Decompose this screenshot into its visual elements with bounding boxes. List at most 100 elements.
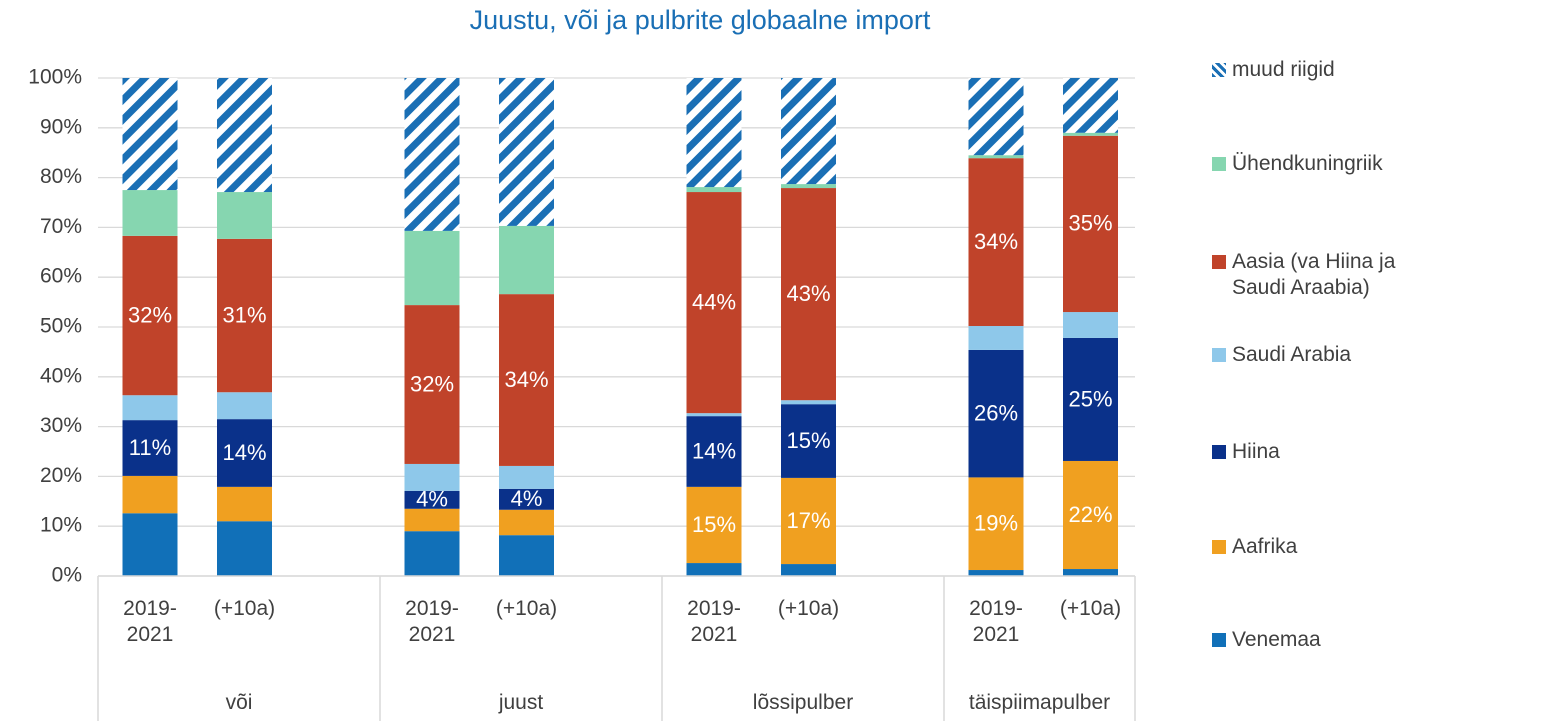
data-label: 15% — [786, 428, 830, 453]
data-label: 14% — [692, 438, 736, 463]
y-tick-label: 10% — [40, 514, 82, 537]
data-label: 34% — [504, 367, 548, 392]
x-tick-label: (+10a) — [1059, 597, 1122, 620]
bar-segment — [781, 400, 836, 405]
bar-segment — [122, 420, 178, 476]
y-tick-label: 60% — [40, 265, 82, 288]
data-label: 31% — [222, 302, 266, 327]
bar-segment — [968, 326, 1024, 350]
legend-item: Aafrika — [1212, 534, 1417, 560]
legend-swatch — [1212, 633, 1226, 647]
legend-item: Venemaa — [1212, 627, 1417, 653]
bar-segment — [404, 490, 460, 509]
x-tick-label: (+10a) — [777, 597, 840, 620]
legend-swatch — [1212, 157, 1226, 171]
bar-segment — [499, 78, 554, 226]
data-label: 32% — [128, 302, 172, 327]
legend-swatch — [1212, 540, 1226, 554]
bar-segment — [968, 349, 1024, 478]
data-label: 25% — [1068, 386, 1112, 411]
legend-swatch — [1212, 255, 1226, 269]
bar-segment — [686, 78, 742, 188]
bar-segment — [499, 488, 554, 510]
x-tick-label: (+10a) — [495, 597, 558, 620]
bar-segment — [217, 392, 272, 420]
legend-swatch — [1212, 445, 1226, 459]
group-label: või — [225, 691, 253, 714]
bar-segment — [499, 535, 554, 576]
x-tick-label: (+10a) — [213, 597, 276, 620]
bar-segment — [1063, 312, 1118, 338]
y-tick-label: 50% — [40, 315, 82, 338]
data-label: 22% — [1068, 502, 1112, 527]
x-tick-label: 2019-2021 — [687, 597, 741, 646]
x-tick-label: 2019-2021 — [969, 597, 1023, 646]
y-tick-label: 80% — [40, 165, 82, 188]
bar-segment — [781, 564, 836, 576]
bar-segment — [404, 305, 460, 464]
bar-segment — [781, 78, 836, 185]
data-label: 34% — [974, 229, 1018, 254]
bar-segment — [122, 395, 178, 421]
x-tick-label: 2019-2021 — [123, 597, 177, 646]
bar-segment — [686, 413, 742, 417]
legend-label: Venemaa — [1232, 628, 1321, 651]
bar-segment — [968, 158, 1024, 327]
y-tick-label: 40% — [40, 364, 82, 387]
legend-label: muud riigid — [1232, 58, 1335, 81]
bar-segment — [968, 78, 1024, 156]
bar-segment — [499, 294, 554, 466]
bar-segment — [217, 521, 272, 576]
y-tick-label: 70% — [40, 215, 82, 238]
bar-segment — [499, 225, 554, 295]
legend-label: Hiina — [1232, 440, 1280, 463]
bar-segment — [122, 78, 178, 191]
bar-segment — [1063, 569, 1118, 576]
bar-segment — [781, 188, 836, 401]
bar-segment — [217, 238, 272, 393]
data-label: 32% — [410, 371, 454, 396]
y-tick-label: 20% — [40, 464, 82, 487]
legend-swatch — [1212, 348, 1226, 362]
bar-segment — [781, 404, 836, 478]
legend-item: Saudi Arabia — [1212, 342, 1417, 368]
bar-segment — [404, 463, 460, 491]
bar-segment — [122, 475, 178, 514]
data-label: 35% — [1068, 211, 1112, 236]
data-label: 15% — [692, 512, 736, 537]
data-label: 26% — [974, 400, 1018, 425]
bar-segment — [1063, 337, 1118, 461]
bar-segment — [1063, 78, 1118, 133]
bar-segment — [686, 187, 742, 193]
data-label: 11% — [129, 435, 171, 460]
legend-item: Ühendkuningriik — [1212, 151, 1417, 177]
y-tick-label: 100% — [28, 66, 82, 89]
bar-segment — [968, 155, 1024, 159]
bar-segment — [686, 416, 742, 487]
y-tick-label: 90% — [40, 115, 82, 138]
chart-title: Juustu, või ja pulbrite globaalne import — [470, 5, 931, 35]
bar-segment — [1063, 135, 1118, 313]
y-tick-label: 0% — [52, 564, 82, 587]
bar-segment — [686, 486, 742, 564]
group-label: täispiimapulber — [968, 691, 1111, 714]
bar-segment — [686, 563, 742, 576]
legend-label: Saudi Arabia — [1232, 343, 1352, 366]
legend-item: Aasia (va Hiina ja Saudi Araabia) — [1212, 249, 1417, 301]
bar-segment — [781, 477, 836, 565]
legend-swatch — [1212, 63, 1226, 77]
data-label: 44% — [692, 289, 736, 314]
group-label: lõssipulber — [752, 691, 854, 714]
legend-label: Aafrika — [1232, 535, 1298, 558]
group-label: juust — [498, 691, 544, 714]
legend-label: Ühendkuningriik — [1232, 152, 1383, 175]
bar-segment — [968, 477, 1024, 571]
data-label: 14% — [222, 440, 266, 465]
bar-segment — [1063, 460, 1118, 570]
data-label: 43% — [786, 281, 830, 306]
bar-segment — [217, 486, 272, 522]
legend-item: muud riigid — [1212, 57, 1417, 83]
bar-segment — [499, 509, 554, 536]
